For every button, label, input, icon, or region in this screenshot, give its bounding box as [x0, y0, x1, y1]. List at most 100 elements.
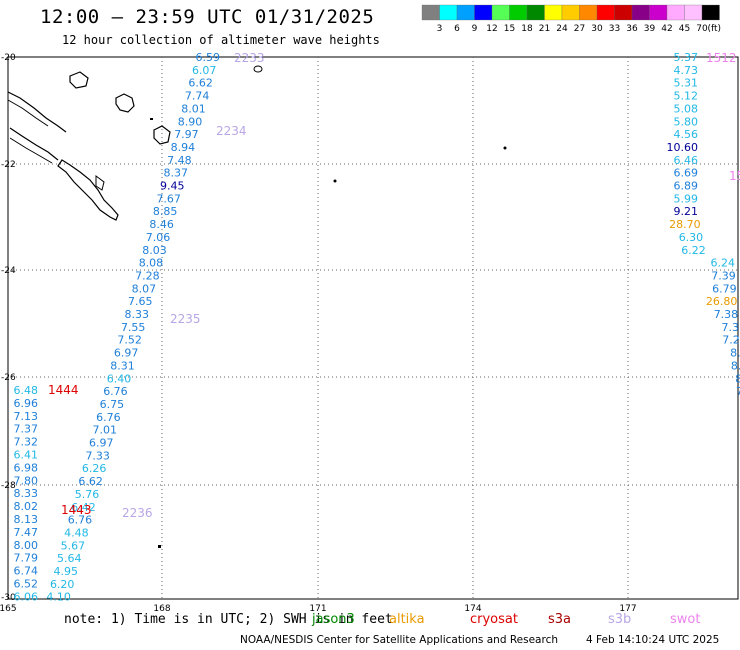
satellite-legend-item: s3b	[608, 612, 632, 627]
wave-height-value: 8.33	[125, 308, 150, 321]
wave-height-value: 5.37	[674, 51, 699, 64]
colorbar-swatch	[474, 4, 493, 21]
wave-height-value: 7.97	[174, 128, 199, 141]
lat-tick-label: -20	[1, 53, 16, 63]
wave-height-value: 4.10	[46, 591, 71, 604]
colorbar-label: 36	[626, 24, 638, 34]
lat-tick-label: -24	[1, 266, 16, 276]
wave-height-value: 8.13	[14, 513, 39, 526]
wave-height-value: 6.22	[681, 244, 706, 257]
wave-height-value: 4.73	[674, 64, 699, 77]
wave-height-value: 10.60	[667, 141, 699, 154]
satellite-legend-item: cryosat	[470, 612, 518, 627]
lat-tick-label: -22	[1, 160, 16, 170]
colorbar-swatch	[701, 4, 720, 21]
colorbar-label: 6	[454, 24, 460, 34]
map-subtitle: 12 hour collection of altimeter wave hei…	[62, 33, 380, 47]
wave-height-value: 8.02	[14, 500, 39, 513]
wave-height-value: 6.75	[100, 398, 125, 411]
wave-height-value: 8.08	[139, 257, 164, 270]
wave-height-value: 6.76	[68, 514, 93, 527]
wave-height-value: 7.74	[185, 90, 210, 103]
wave-height-value: 6.42	[71, 501, 96, 514]
wave-height-value: 6.46	[674, 154, 699, 167]
wave-height-value: 7.06	[146, 231, 171, 244]
pass-label: 2235	[170, 312, 201, 326]
wave-height-value: 28.70	[669, 218, 701, 231]
colorbar-legend: 3 6 9 12 15 18 21 24 27 30 33 36 39 42 45 70 (ft)	[421, 4, 721, 34]
pass-label: 1443	[61, 503, 92, 517]
wave-height-value: 4.95	[54, 565, 79, 578]
colorbar-swatch	[631, 4, 650, 21]
wave-height-value: 8.94	[171, 141, 196, 154]
colorbar-label: 9	[472, 24, 478, 34]
wave-height-value: 6.41	[14, 449, 39, 462]
wave-height-value: 6.76	[96, 411, 121, 424]
wave-height-value: 5.08	[674, 102, 699, 115]
wave-height-value: 6.97	[114, 347, 139, 360]
colorbar-swatch	[421, 4, 440, 21]
wave-height-value: 6.98	[14, 461, 39, 474]
wave-height-value: 7.33	[85, 449, 110, 462]
colorbar-swatch	[439, 4, 458, 21]
wave-height-value: 6.30	[679, 231, 704, 244]
coastline	[7, 65, 507, 548]
map-note: note: 1) Time is in UTC; 2) SWH is in fe…	[64, 612, 393, 627]
wave-height-value: 6.06	[14, 590, 39, 603]
wave-height-value: 4.56	[674, 128, 699, 141]
wave-height-value: 7.2	[722, 334, 740, 347]
wave-height-value: 6.24	[711, 257, 736, 270]
wave-height-value: 5.76	[75, 488, 100, 501]
generated-timestamp: 4 Feb 14:10:24 UTC 2025	[586, 634, 720, 646]
colorbar-swatch	[544, 4, 563, 21]
wave-height-value: 7.47	[14, 526, 39, 539]
wave-height-value: 6.20	[50, 578, 75, 591]
lon-tick-label: 168	[153, 604, 170, 614]
wave-height-value: 6.74	[14, 565, 39, 578]
pass-label: 1512	[706, 51, 737, 65]
lon-tick-label: 165	[0, 604, 17, 614]
wave-height-value: 6.48	[14, 384, 39, 397]
lon-tick-label: 174	[464, 604, 481, 614]
wave-height-value: 6.79	[712, 282, 737, 295]
satellite-legend-item: jason3	[312, 612, 355, 627]
wave-height-value: 5.64	[57, 552, 82, 565]
lat-tick-label: -28	[1, 481, 16, 491]
wave-height-value: 7.55	[121, 321, 146, 334]
colorbar-label: 18	[521, 24, 533, 34]
wave-height-value: 7	[736, 385, 740, 398]
wave-height-value: 26.80	[706, 295, 738, 308]
wave-height-value: 8.33	[14, 487, 39, 500]
colorbar-label: 21	[539, 24, 550, 34]
map-border	[7, 56, 739, 600]
wave-height-value: 5.99	[674, 192, 699, 205]
colorbar-swatch	[649, 4, 668, 21]
wave-height-value: 8.31	[110, 359, 135, 372]
colorbar-label: 33	[609, 24, 620, 34]
wave-height-value: 5.12	[674, 90, 699, 103]
pass-label: 2236	[122, 506, 153, 520]
wave-height-value: 8.03	[142, 244, 167, 257]
wave-height-value: 8	[735, 372, 740, 385]
credit-text: NOAA/NESDIS Center for Satellite Applica…	[240, 634, 558, 646]
satellite-legend-item: s3a	[548, 612, 572, 627]
wave-height-value: 7.13	[14, 410, 39, 423]
lon-tick-label: 171	[309, 604, 326, 614]
colorbar-swatch	[684, 4, 703, 21]
wave-height-value: 8.	[731, 359, 740, 372]
wave-height-value: 6.62	[188, 77, 213, 90]
colorbar-label: 39	[644, 24, 656, 34]
wave-height-value: 8.37	[164, 167, 189, 180]
wave-height-value: 8.00	[14, 539, 39, 552]
wave-height-value: 6.40	[107, 372, 132, 385]
lat-tick-label: -30	[1, 593, 16, 603]
wave-height-value: 7.32	[14, 436, 39, 449]
wave-height-value: 7.3	[722, 321, 740, 334]
satellite-legend-item: swot	[670, 612, 701, 627]
wave-height-value: 6.89	[674, 180, 699, 193]
colorbar-swatch	[491, 4, 510, 21]
wave-height-value: 6.76	[103, 385, 128, 398]
wave-height-value: 7.01	[93, 424, 118, 437]
wave-height-value: 6.62	[78, 475, 103, 488]
